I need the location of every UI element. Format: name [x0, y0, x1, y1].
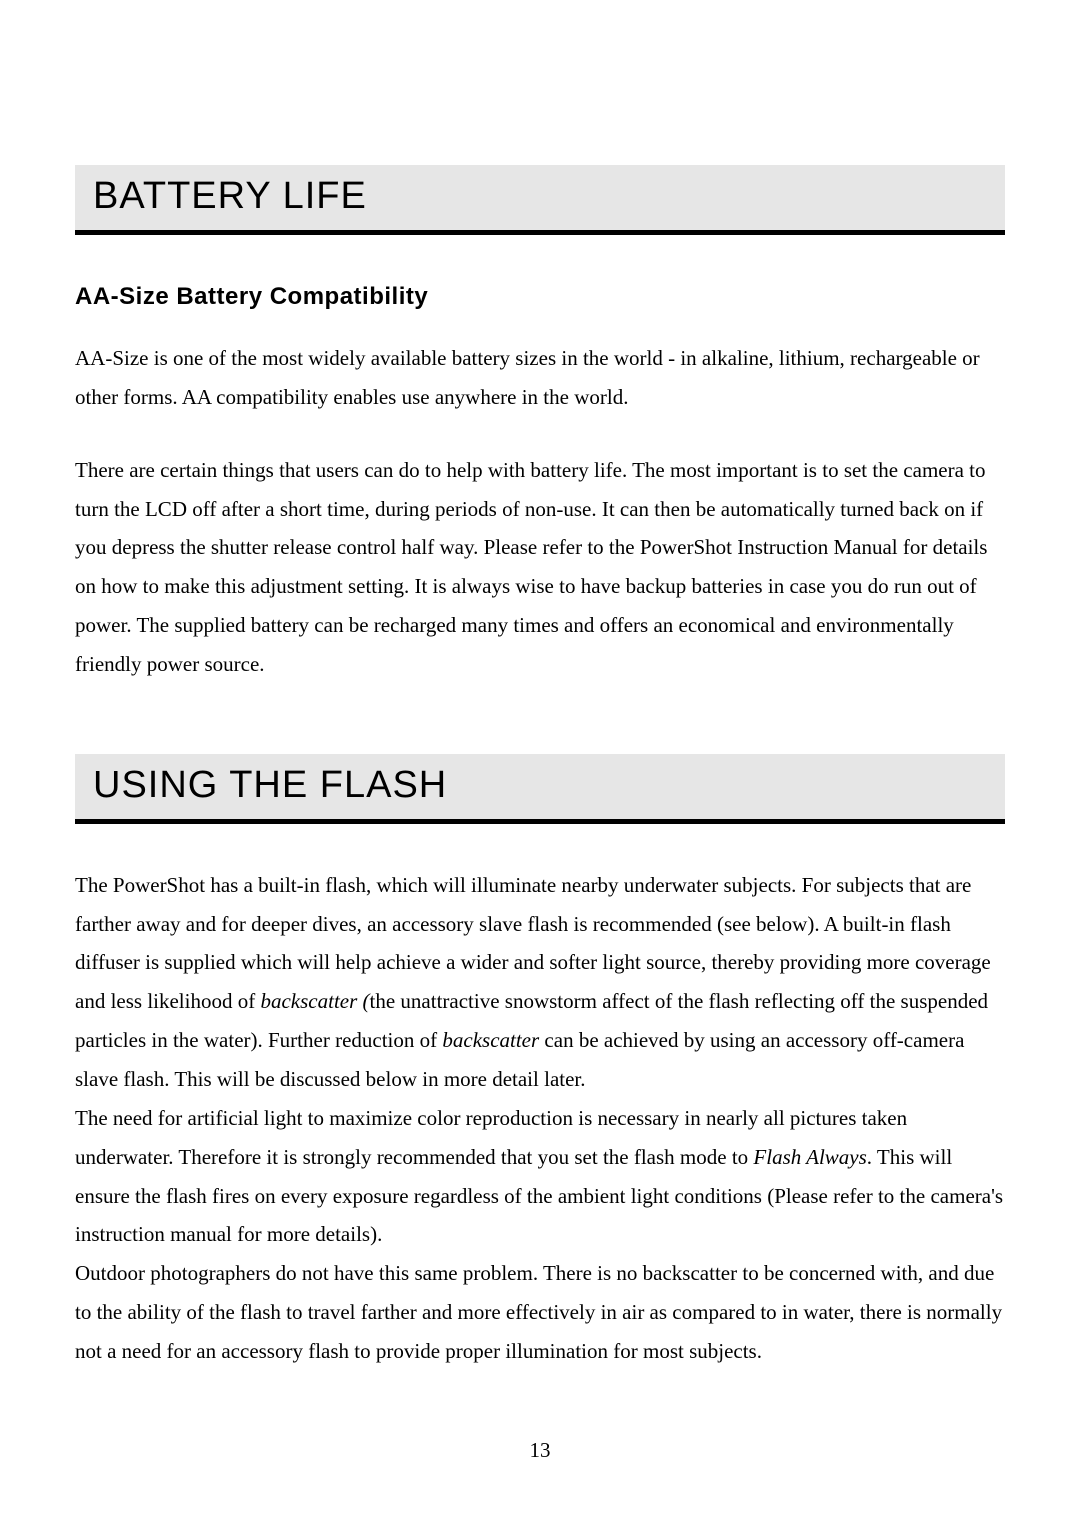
battery-paragraph-2: There are certain things that users can … — [75, 451, 1005, 684]
page-number: 13 — [0, 1438, 1080, 1463]
flash-p2-italic-flash-always: Flash Always — [753, 1145, 866, 1169]
section-heading-battery: BATTERY LIFE — [75, 165, 1005, 235]
sub-heading-aa-compat: AA-Size Battery Compatibility — [75, 283, 1005, 311]
section-heading-flash: USING THE FLASH — [75, 754, 1005, 824]
battery-paragraph-1: AA-Size is one of the most widely availa… — [75, 339, 1005, 417]
paragraph-gap — [75, 417, 1005, 451]
flash-p1-italic-backscatter-2: backscatter — [442, 1028, 539, 1052]
flash-p1-italic-backscatter-1: backscatter ( — [260, 989, 369, 1013]
flash-paragraph-2: The need for artificial light to maximiz… — [75, 1099, 1005, 1254]
flash-paragraph-1: The PowerShot has a built-in flash, whic… — [75, 866, 1005, 1099]
flash-paragraph-3: Outdoor photographers do not have this s… — [75, 1254, 1005, 1371]
